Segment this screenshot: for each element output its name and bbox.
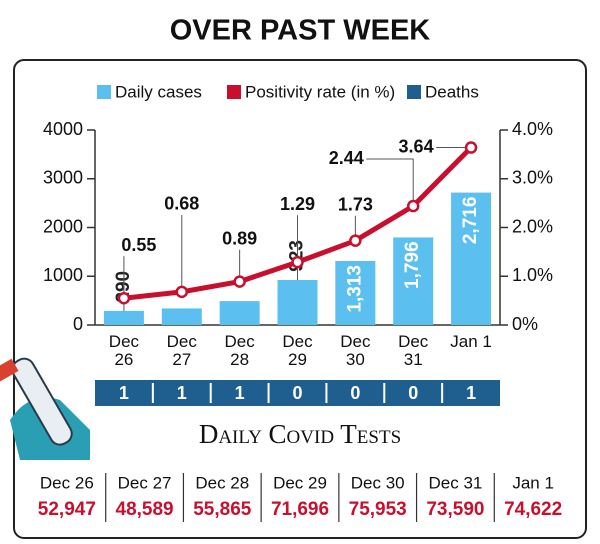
tests-date: Dec 28 [195,473,249,492]
tube-illustration [0,357,90,460]
line-point [406,199,420,213]
line-point [175,285,189,299]
x-tick-label: Jan 1 [450,332,492,351]
line-value-label: 3.64 [399,136,434,156]
bar [393,237,434,325]
tests-date: Dec 30 [351,473,405,492]
label-bg [277,194,318,216]
tests-date: Dec 29 [273,473,327,492]
label-bg [219,228,260,250]
legend-label: Deaths [425,82,479,101]
label-bg [396,136,437,158]
x-tick-label: Dec 26 [108,332,140,369]
line-value-label: 0.55 [121,235,156,255]
deaths-value: 0 [292,383,302,403]
legend-swatch [97,85,111,99]
frame [13,59,587,539]
deaths-value: 0 [350,383,360,403]
title-bg [180,10,420,56]
tests-value: 74,622 [504,499,562,520]
legend-label: Daily cases [115,82,202,101]
label-bg [335,194,376,216]
deaths-value: 1 [235,383,245,403]
line-value-label: 1.73 [338,194,373,214]
tests-value: 55,865 [193,499,252,520]
label-bg [118,235,159,257]
legend-swatch [227,85,241,99]
x-tick-label: Dec 29 [282,332,313,369]
y-tick-label: 3000 [43,168,83,188]
bar-value-label: 2,716 [460,197,481,245]
tests-date: Dec 27 [118,473,172,492]
tests-date: Jan 1 [512,473,554,492]
y2-tick-label: 1.0% [512,265,553,285]
line-value-label: 0.68 [164,194,199,214]
label-bg [161,193,202,215]
bar [161,308,202,325]
line-point [291,255,304,269]
chart-title: OVER PAST WEEK [170,15,431,47]
deaths-value: 0 [408,383,418,403]
y-tick-label: 2000 [43,216,83,236]
line-point [349,234,362,247]
tests-value: 75,953 [349,499,407,520]
y-tick-label: 0 [73,314,83,334]
x-tick-label: Dec 30 [340,332,371,369]
label-bg [326,148,367,170]
bar [451,192,492,325]
bar-value-label: 1,796 [402,241,423,289]
line-point [117,291,131,305]
deaths-value: 1 [119,383,129,403]
tests-value: 52,947 [38,499,96,520]
deaths-value: 1 [177,383,187,403]
x-tick-label: Dec 27 [166,332,197,369]
y2-tick-label: 0% [512,314,538,334]
y2-tick-label: 4.0% [512,119,553,139]
y2-tick-label: 2.0% [512,216,553,236]
deaths-value: 1 [466,383,476,403]
y-tick-label: 1000 [43,265,83,285]
bar [219,301,260,325]
tests-value: 48,589 [116,499,174,520]
legend-swatch [407,85,421,99]
bar-value-label: 1,313 [344,265,365,313]
tests-value: 73,590 [426,499,484,520]
legend-label: Positivity rate (in %) [245,82,395,101]
y2-tick-label: 3.0% [512,168,553,188]
x-tick-label: Dec 31 [398,332,429,369]
line-value-label: 2.44 [329,148,364,168]
deaths-band [95,380,500,406]
y-tick-label: 4000 [43,119,83,139]
tests-value: 71,696 [271,499,329,520]
line-point [233,275,246,288]
line-value-label: 0.89 [222,228,257,248]
tests-date: Dec 31 [428,473,482,492]
tests-title: Daily Covid Tests [199,419,401,449]
tests-date: Dec 26 [40,473,94,492]
bar [277,280,318,325]
x-tick-label: Dec 28 [224,332,255,369]
line-value-label: 1.29 [280,194,315,214]
line-point [464,141,478,154]
bar [103,310,144,325]
bar [335,260,376,325]
leader [366,158,414,207]
